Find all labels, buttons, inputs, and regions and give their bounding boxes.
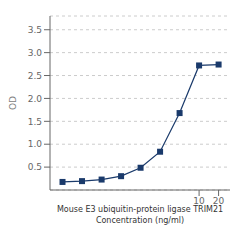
svg-text:2.0: 2.0 (28, 94, 43, 104)
svg-text:0.5: 0.5 (28, 162, 42, 172)
svg-text:3.5: 3.5 (28, 25, 42, 35)
svg-text:20: 20 (213, 196, 225, 206)
svg-text:10: 10 (193, 196, 205, 206)
svg-text:1.0: 1.0 (28, 139, 43, 149)
svg-text:1.5: 1.5 (28, 117, 42, 127)
svg-text:2.5: 2.5 (28, 71, 42, 81)
svg-text:3.0: 3.0 (28, 48, 43, 58)
svg-text:Mouse E3 ubiquitin-protein lig: Mouse E3 ubiquitin-protein ligase TRIM21… (57, 205, 223, 225)
svg-text:OD: OD (8, 96, 18, 110)
